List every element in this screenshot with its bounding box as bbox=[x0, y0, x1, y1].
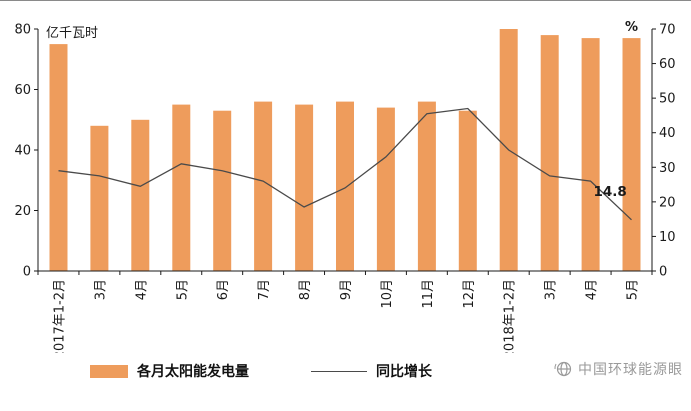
x-axis-label: 9月 bbox=[339, 279, 354, 300]
x-axis-label: 4月 bbox=[585, 279, 600, 300]
left-axis-tick-label: 0 bbox=[23, 265, 31, 280]
left-axis-tick-label: 40 bbox=[14, 144, 31, 159]
globe-icon bbox=[554, 361, 572, 377]
right-axis-tick-label: 30 bbox=[659, 161, 676, 176]
solar-generation-chart: 0 20 40 60 80 0 10 20 30 40 50 60 70 2017年1-2月 3月 4月 5月 6… bbox=[14, 20, 676, 359]
bar bbox=[540, 35, 559, 271]
bar bbox=[172, 104, 191, 271]
x-axis-label: 5月 bbox=[175, 279, 190, 300]
bar bbox=[417, 101, 436, 271]
x-axis-label: 4月 bbox=[134, 279, 149, 300]
x-axis-label: 11月 bbox=[421, 279, 436, 309]
right-axis-tick-label: 50 bbox=[659, 92, 676, 107]
left-axis-tick-label: 80 bbox=[14, 23, 31, 38]
x-axis-label: 7月 bbox=[257, 279, 272, 300]
x-axis-label: 6月 bbox=[216, 279, 231, 300]
bar bbox=[295, 104, 314, 271]
x-axis-label: 10月 bbox=[380, 279, 395, 309]
bar-legend-label: 各月太阳能发电量 bbox=[137, 364, 249, 380]
watermark-text: 中国环球能源眼 bbox=[578, 362, 683, 378]
right-axis-unit-label: % bbox=[625, 20, 638, 35]
line-legend-label: 同比增长 bbox=[376, 364, 432, 380]
right-axis-tick-label: 10 bbox=[659, 230, 676, 245]
left-axis-tick-label: 20 bbox=[14, 204, 31, 219]
right-axis-tick-label: 70 bbox=[659, 23, 676, 38]
watermark: 中国环球能源眼 bbox=[553, 359, 683, 379]
right-axis-tick-label: 20 bbox=[659, 195, 676, 210]
line-legend-swatch bbox=[311, 370, 367, 372]
bar bbox=[581, 38, 600, 271]
growth-line bbox=[58, 107, 632, 221]
bar-legend-swatch bbox=[90, 364, 128, 378]
line-value-annotation: 14.8 bbox=[594, 184, 627, 200]
bar bbox=[622, 38, 641, 271]
chart-legend: 各月太阳能发电量 同比增长 bbox=[90, 361, 432, 381]
x-axis-label: 2017年1-2月 bbox=[52, 279, 67, 353]
bar bbox=[131, 119, 150, 272]
x-axis-label: 12月 bbox=[462, 279, 477, 309]
x-axis-label: 3月 bbox=[544, 279, 559, 300]
right-axis-tick-label: 0 bbox=[659, 265, 667, 280]
left-axis-tick-label: 60 bbox=[14, 83, 31, 98]
left-axis-unit-label: 亿千瓦时 bbox=[46, 26, 98, 41]
bar bbox=[376, 107, 395, 271]
bar bbox=[458, 110, 477, 271]
right-axis-tick-label: 40 bbox=[659, 126, 676, 141]
x-axis-label: 5月 bbox=[626, 279, 641, 300]
x-axis-label: 8月 bbox=[298, 279, 313, 300]
bar bbox=[213, 110, 232, 271]
bar bbox=[254, 101, 273, 271]
bar bbox=[90, 125, 109, 271]
x-axis-label: 3月 bbox=[93, 279, 108, 300]
x-axis-label: 2018年1-2月 bbox=[503, 279, 518, 353]
bar bbox=[336, 101, 354, 271]
right-axis-tick-label: 60 bbox=[659, 57, 676, 72]
bar bbox=[49, 44, 68, 271]
